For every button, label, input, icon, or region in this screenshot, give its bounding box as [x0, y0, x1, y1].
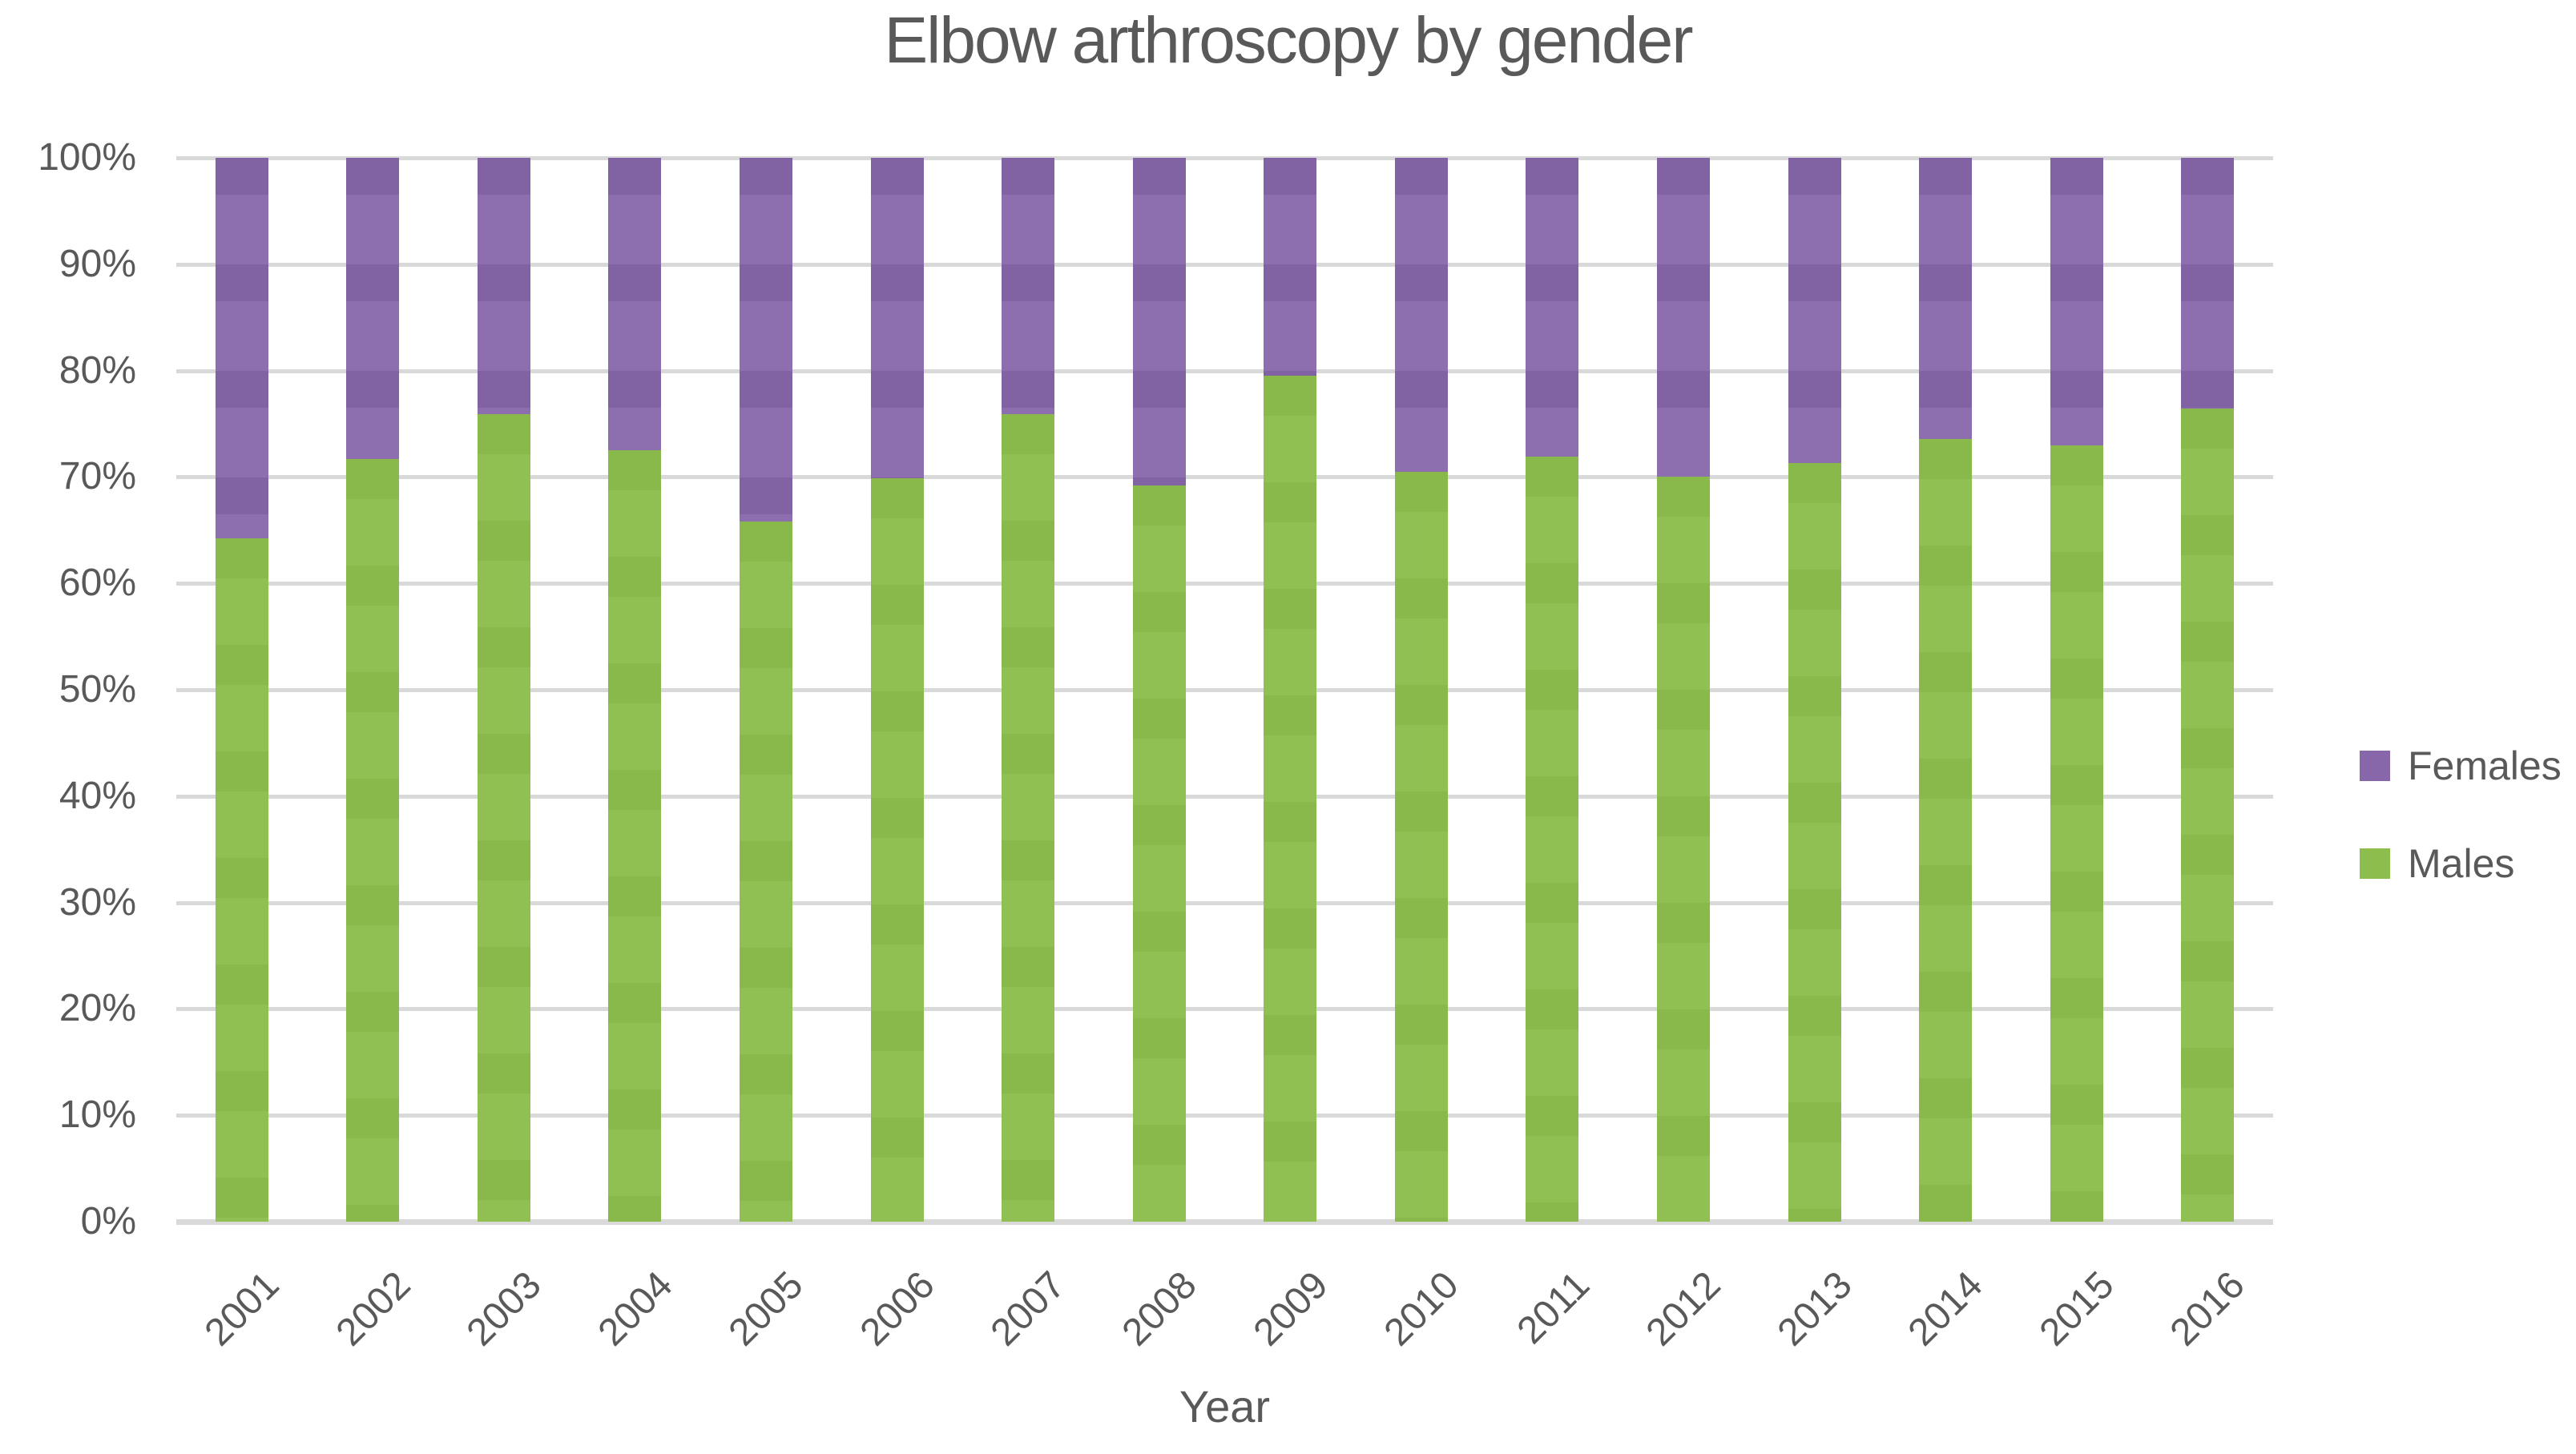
bar-2011-males-segment — [1526, 457, 1579, 1222]
bar-2003-males-segment — [477, 414, 530, 1222]
x-tick-label-2013: 2013 — [1769, 1263, 1860, 1355]
y-tick-label-0: 0% — [80, 1200, 136, 1243]
x-tick-label-2012: 2012 — [1638, 1263, 1729, 1355]
legend: Females Males — [2360, 746, 2562, 884]
gridline-10 — [176, 1114, 2273, 1118]
x-tick-label-2008: 2008 — [1114, 1263, 1205, 1355]
bar-2006-males-segment — [870, 477, 924, 1222]
gridline-70 — [176, 475, 2273, 480]
bar-2001-females-segment — [215, 158, 268, 539]
x-tick-label-2015: 2015 — [2031, 1263, 2122, 1355]
x-tick-label-2010: 2010 — [1376, 1263, 1467, 1355]
x-axis-title: Year — [1179, 1381, 1271, 1432]
bar-2014-males-segment — [1919, 438, 1973, 1222]
legend-item-males: Males — [2360, 844, 2562, 884]
x-tick-label-2007: 2007 — [983, 1263, 1074, 1355]
y-tick-label-70: 70% — [58, 455, 136, 498]
bar-2007-males-segment — [1002, 414, 1055, 1222]
bar-2009-males-segment — [1264, 376, 1317, 1222]
bar-2012-females-segment — [1656, 158, 1710, 477]
y-tick-label-100: 100% — [38, 136, 136, 179]
bar-2014-females-segment — [1919, 158, 1973, 439]
bar-2005-females-segment — [740, 158, 793, 522]
x-tick-label-2003: 2003 — [458, 1263, 550, 1355]
gridline-40 — [176, 794, 2273, 799]
gridline-50 — [176, 688, 2273, 692]
x-tick-label-2014: 2014 — [1901, 1263, 1991, 1355]
bar-2015-females-segment — [2050, 158, 2103, 445]
bar-2010-males-segment — [1394, 471, 1448, 1222]
gridline-90 — [176, 262, 2273, 267]
x-tick-label-2001: 2001 — [196, 1263, 288, 1355]
x-tick-label-2004: 2004 — [590, 1263, 681, 1355]
bar-2001-males-segment — [215, 538, 268, 1222]
y-tick-label-30: 30% — [58, 880, 136, 924]
gridline-60 — [176, 582, 2273, 586]
bar-2004-females-segment — [608, 158, 662, 451]
bar-2016-females-segment — [2181, 158, 2235, 409]
gridline-30 — [176, 900, 2273, 905]
bar-2010-females-segment — [1394, 158, 1448, 472]
x-tick-label-2011: 2011 — [1509, 1263, 1598, 1352]
bar-2006-females-segment — [870, 158, 924, 478]
bar-2012-males-segment — [1656, 477, 1710, 1222]
legend-swatch-females — [2360, 751, 2390, 781]
bar-2003-females-segment — [477, 158, 530, 415]
x-axis-line — [176, 1219, 2273, 1225]
y-tick-label-40: 40% — [58, 774, 136, 817]
bar-2016-males-segment — [2181, 409, 2235, 1222]
bar-2005-males-segment — [740, 522, 793, 1222]
y-tick-label-50: 50% — [58, 668, 136, 711]
bar-2002-males-segment — [346, 458, 400, 1222]
legend-swatch-males — [2360, 848, 2390, 879]
x-tick-label-2009: 2009 — [1245, 1263, 1336, 1355]
bar-2008-females-segment — [1132, 158, 1186, 486]
x-tick-label-2016: 2016 — [2163, 1263, 2254, 1355]
y-tick-label-80: 80% — [58, 348, 136, 392]
bar-2004-males-segment — [608, 450, 662, 1222]
gridline-100 — [176, 156, 2273, 160]
bar-2008-males-segment — [1132, 485, 1186, 1222]
bar-2009-females-segment — [1264, 158, 1317, 377]
y-tick-label-10: 10% — [58, 1094, 136, 1137]
gridline-80 — [176, 369, 2273, 373]
bar-2011-females-segment — [1526, 158, 1579, 457]
bar-2007-females-segment — [1002, 158, 1055, 415]
y-tick-label-20: 20% — [58, 987, 136, 1030]
chart-title: Elbow arthroscopy by gender — [884, 4, 1693, 77]
x-tick-label-2005: 2005 — [720, 1263, 812, 1355]
legend-label-males: Males — [2408, 841, 2515, 886]
y-tick-label-90: 90% — [58, 242, 136, 285]
bar-2015-males-segment — [2050, 445, 2103, 1222]
x-tick-label-2006: 2006 — [852, 1263, 943, 1355]
bar-2013-females-segment — [1788, 158, 1841, 464]
bar-2013-males-segment — [1788, 463, 1841, 1222]
legend-item-females: Females — [2360, 746, 2562, 786]
legend-label-females: Females — [2408, 743, 2562, 788]
x-tick-label-2002: 2002 — [328, 1263, 419, 1355]
gridline-20 — [176, 1007, 2273, 1012]
bar-2002-females-segment — [346, 158, 400, 459]
y-tick-label-60: 60% — [58, 562, 136, 605]
